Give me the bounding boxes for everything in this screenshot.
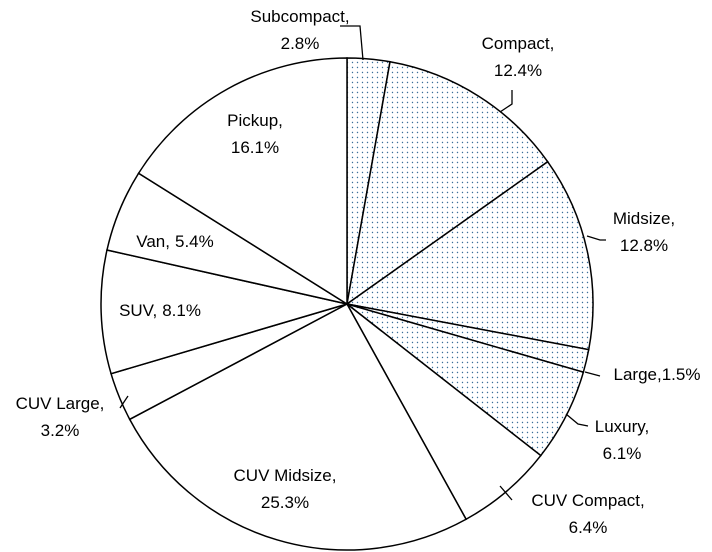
data-label: Pickup, 16.1% [227, 111, 283, 157]
pie-slice [128, 302, 468, 551]
leader-line [499, 90, 513, 113]
category-label: Compact, [482, 34, 555, 53]
leader-line [119, 395, 129, 409]
slices [100, 57, 594, 551]
leader-line [586, 235, 606, 241]
value-label: 5.4% [175, 232, 214, 251]
leader-line [584, 371, 601, 377]
category-label: CUV Midsize, [234, 466, 337, 485]
labels: Subcompact, 2.8% Compact, 12.4% Midsize, 12.8… [16, 7, 701, 537]
value-label: 1.5% [662, 365, 701, 384]
pie-slice [137, 57, 348, 306]
leader-line [565, 413, 589, 427]
pie-slice [345, 160, 594, 351]
category-label: CUV Compact, [531, 491, 644, 510]
value-label: 25.3% [261, 493, 309, 512]
category-label: Large, [614, 365, 662, 384]
value-label: 8.1% [162, 301, 201, 320]
category-label: Subcompact, [250, 7, 349, 26]
category-label: CUV Large, [16, 394, 105, 413]
value-label: 6.4% [569, 518, 608, 537]
data-label: Subcompact, 2.8% [250, 7, 349, 53]
pie-slice [345, 60, 549, 306]
leader-line [499, 485, 513, 501]
value-label: 12.4% [494, 61, 542, 80]
category-label: Van, [136, 232, 170, 251]
data-label: CUV Compact, 6.4% [531, 491, 644, 537]
data-label: Luxury, 6.1% [595, 417, 650, 463]
category-label: Pickup, [227, 111, 283, 130]
leader-lines [119, 25, 606, 501]
data-label: Van, 5.4% [136, 232, 213, 251]
leader-line [340, 25, 364, 61]
data-label: Compact, 12.4% [482, 34, 555, 80]
value-label: 16.1% [231, 138, 279, 157]
category-label: Luxury, [595, 417, 650, 436]
data-label: CUV Large, 3.2% [16, 394, 105, 440]
data-label: CUV Midsize, 25.3% [234, 466, 337, 512]
value-label: 2.8% [281, 34, 320, 53]
category-label: Midsize, [613, 209, 675, 228]
value-label: 12.8% [620, 236, 668, 255]
data-label: Midsize, 12.8% [613, 209, 675, 255]
category-label: SUV, [119, 301, 157, 320]
value-label: 6.1% [603, 444, 642, 463]
data-label: Large,1.5% [614, 365, 701, 384]
value-label: 3.2% [41, 421, 80, 440]
pie-slice [100, 249, 350, 375]
data-label: SUV, 8.1% [119, 301, 201, 320]
